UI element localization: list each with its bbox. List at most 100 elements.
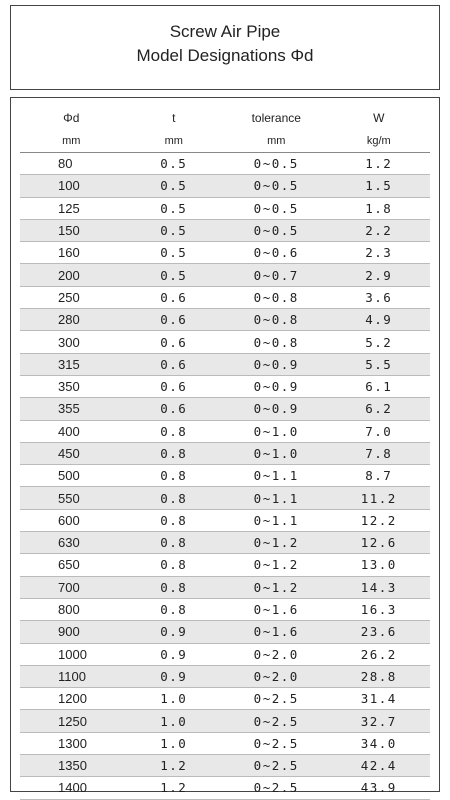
table-cell: 0~2.5 (225, 732, 328, 756)
column-unit: kg/m (327, 130, 430, 153)
table-cell: 0.5 (122, 241, 225, 265)
table-cell: 550 (20, 486, 123, 510)
title: Screw Air Pipe (169, 22, 281, 41)
table-cell: 0.9 (122, 620, 225, 644)
table-row: 1400 1.2 0~2.5 43.9 (20, 776, 430, 800)
table-cell: 7.0 (327, 420, 430, 443)
table-cell: 32.7 (327, 709, 430, 733)
table-cell: 0.8 (122, 486, 225, 510)
table-cell: 400 (20, 420, 123, 443)
table-cell: 8.7 (327, 464, 430, 488)
table-cell: 0~2.5 (225, 709, 328, 733)
table-cell: 1250 (20, 709, 123, 733)
table-cell: 0~1.1 (225, 464, 328, 488)
table-cell: 2.2 (327, 219, 430, 243)
table-cell: 28.8 (327, 665, 430, 689)
column-unit: mm (122, 130, 225, 153)
table-cell: 0.5 (122, 263, 225, 287)
table-cell: 0~0.5 (225, 152, 328, 176)
table-cell: 0~2.5 (225, 687, 328, 711)
table-cell: 160 (20, 241, 123, 265)
table-cell: 1.0 (122, 732, 225, 756)
column-label: W (373, 111, 385, 125)
table-cell: 0.8 (122, 464, 225, 488)
table-row: 1200 1.0 0~2.5 31.4 (20, 687, 430, 711)
column-label: t (172, 111, 176, 125)
table-cell: 42.4 (327, 754, 430, 778)
table-row: 160 0.5 0~0.6 2.3 (20, 241, 430, 265)
table-cell: 0~1.2 (225, 531, 328, 555)
table-cell: 1300 (20, 732, 123, 756)
table-row: 450 0.8 0~1.0 7.8 (20, 442, 430, 466)
table-cell: 0.5 (122, 197, 225, 220)
table-row: 700 0.8 0~1.2 14.3 (20, 576, 430, 599)
title-box: Screw Air Pipe Model Designations Φd (10, 5, 440, 90)
table-cell: 6.2 (327, 397, 430, 421)
table-cell: 12.2 (327, 509, 430, 533)
table-row: 600 0.8 0~1.1 12.2 (20, 509, 430, 533)
table-row: 900 0.9 0~1.6 23.6 (20, 620, 430, 644)
subtitle: Model Designations Φd (136, 46, 314, 65)
table-row: 800 0.8 0~1.6 16.3 (20, 598, 430, 622)
table-cell: 0~0.5 (225, 174, 328, 198)
table-cell: 1.8 (327, 197, 430, 220)
table-cell: 0~0.8 (225, 330, 328, 354)
table-row: 1000 0.9 0~2.0 26.2 (20, 643, 430, 666)
table-cell: 0~2.5 (225, 776, 328, 800)
table-row: 300 0.6 0~0.8 5.2 (20, 330, 430, 354)
table-row: 1350 1.2 0~2.5 42.4 (20, 754, 430, 778)
table-cell: 0.9 (122, 665, 225, 689)
table-cell: 0~1.0 (225, 442, 328, 466)
column-unit: mm (225, 130, 328, 153)
table-cell: 0~0.5 (225, 197, 328, 220)
table-box: Φd t tolerance W mm mm mm kg/m 80 0.5 0~0.5 1.2 10… (10, 97, 440, 800)
table-row: 630 0.8 0~1.2 12.6 (20, 531, 430, 555)
table-cell: 0~1.2 (225, 576, 328, 599)
table-cell: 0~0.9 (225, 397, 328, 421)
table-row: 150 0.5 0~0.5 2.2 (20, 219, 430, 243)
table-cell: 0.8 (122, 531, 225, 555)
table-cell: 450 (20, 442, 123, 466)
table-cell: 0~0.5 (225, 219, 328, 243)
table-cell: 43.9 (327, 776, 430, 800)
table-cell: 315 (20, 353, 123, 376)
table-cell: 0.8 (122, 553, 225, 577)
table-cell: 0.6 (122, 330, 225, 354)
table-cell: 34.0 (327, 732, 430, 756)
table-cell: 0~2.5 (225, 754, 328, 778)
table-cell: 150 (20, 219, 123, 243)
table-cell: 900 (20, 620, 123, 644)
table-cell: 0~1.1 (225, 486, 328, 510)
table-row: 355 0.6 0~0.9 6.2 (20, 397, 430, 421)
table-cell: 0~1.2 (225, 553, 328, 577)
table-cell: 250 (20, 286, 123, 310)
table-cell: 0.9 (122, 643, 225, 666)
table-row: 125 0.5 0~0.5 1.8 (20, 197, 430, 220)
column-unit: mm (20, 130, 123, 153)
table-cell: 16.3 (327, 598, 430, 622)
table-cell: 1100 (20, 665, 123, 689)
table-cell: 23.6 (327, 620, 430, 644)
table-cell: 1400 (20, 776, 123, 800)
table-cell: 3.6 (327, 286, 430, 310)
table-cell: 200 (20, 263, 123, 287)
table-cell: 80 (20, 152, 123, 176)
table-cell: 800 (20, 598, 123, 622)
table-cell: 5.5 (327, 353, 430, 376)
table-cell: 0.8 (122, 509, 225, 533)
table-cell: 0~0.9 (225, 375, 328, 399)
table-cell: 0.6 (122, 353, 225, 376)
table-row: 200 0.5 0~0.7 2.9 (20, 263, 430, 287)
table-cell: 0.6 (122, 308, 225, 332)
table-cell: 11.2 (327, 486, 430, 510)
header-row: Φd t tolerance W (20, 106, 430, 130)
table-cell: 5.2 (327, 330, 430, 354)
table-cell: 0~0.6 (225, 241, 328, 265)
table-cell: 1.2 (327, 152, 430, 176)
table-cell: 0.5 (122, 219, 225, 243)
table-row: 280 0.6 0~0.8 4.9 (20, 308, 430, 332)
table-cell: 12.6 (327, 531, 430, 555)
table-head: Φd t tolerance W mm mm mm kg/m (20, 106, 430, 153)
table-cell: 1.0 (122, 687, 225, 711)
